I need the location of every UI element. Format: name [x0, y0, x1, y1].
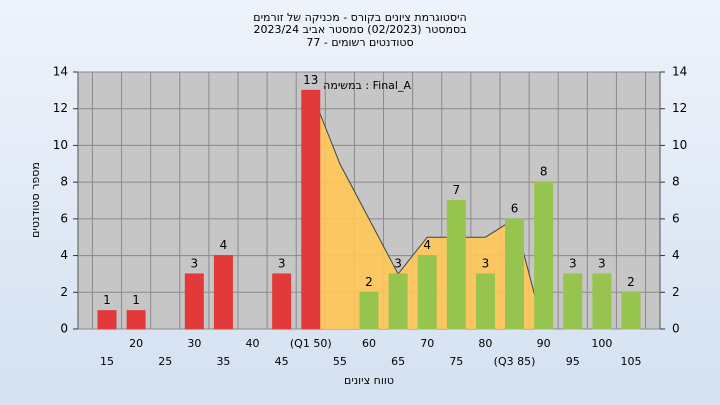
x-tick-label: 30: [187, 337, 201, 350]
y-tick-label: 12: [53, 101, 68, 115]
x-tick-label: 65: [391, 355, 405, 368]
bar: [592, 273, 612, 330]
bar: [184, 273, 204, 330]
x-tick-label: 60: [362, 337, 376, 350]
bar: [301, 89, 321, 330]
title-line: היסטוגרמת ציונים בקורס - מכניקה של זורמי…: [253, 11, 466, 24]
x-axis-label: טווח ציונים: [344, 374, 394, 387]
x-tick-label: 15: [100, 355, 114, 368]
y-tick-label: 4: [60, 248, 68, 262]
value-label: 8: [540, 165, 548, 179]
x-tick-label: 105: [620, 355, 641, 368]
value-label: 4: [423, 238, 431, 252]
bar: [126, 310, 146, 330]
y-tick-label: 2: [60, 285, 68, 299]
x-tick-label: 70: [420, 337, 434, 350]
value-label: 3: [278, 256, 286, 270]
x-tick-label: 100: [591, 337, 612, 350]
value-label: 3: [569, 256, 577, 270]
x-tick-label: 95: [566, 355, 580, 368]
bar: [272, 273, 292, 330]
bar: [534, 181, 554, 330]
x-tick-label: 90: [537, 337, 551, 350]
value-label: 3: [482, 256, 490, 270]
y-tick-label: 0: [60, 322, 68, 336]
y2-tick-label: 0: [672, 322, 680, 336]
bar: [446, 200, 466, 330]
value-label: 4: [220, 238, 228, 252]
y2-tick-label: 10: [672, 138, 687, 152]
bar: [505, 218, 525, 330]
value-label: 2: [365, 275, 373, 289]
y-tick-label: 6: [60, 211, 68, 225]
y2-tick-label: 8: [672, 175, 680, 189]
x-tick-label: 40: [246, 337, 260, 350]
x-tick-label: 55: [333, 355, 347, 368]
bar: [621, 291, 641, 330]
value-label: 3: [394, 256, 402, 270]
x-tick-label: 20: [129, 337, 143, 350]
x-tick-label: 80: [478, 337, 492, 350]
bar: [417, 255, 437, 330]
x-tick-label: (Q3 85): [494, 355, 536, 368]
value-label: 3: [598, 256, 606, 270]
bar: [563, 273, 583, 330]
area: [310, 90, 544, 329]
bar: [359, 291, 379, 330]
value-label: 1: [132, 293, 140, 307]
value-label: 3: [191, 256, 199, 270]
title-line: בסמסטר (02/2023) סמסטר אביב 2023/24: [253, 23, 466, 36]
y-tick-label: 10: [53, 138, 68, 152]
value-label: 2: [627, 275, 635, 289]
value-label: 1: [103, 293, 111, 307]
y2-tick-label: 12: [672, 101, 687, 115]
value-label: 7: [452, 183, 460, 197]
bar: [213, 255, 233, 330]
x-tick-label: 35: [216, 355, 230, 368]
x-tick-label: 45: [275, 355, 289, 368]
area-line: [310, 90, 545, 330]
bar: [97, 310, 117, 330]
value-label: 13: [303, 73, 318, 87]
bar: [475, 273, 495, 330]
y2-tick-label: 14: [672, 65, 687, 79]
x-tick-label: 75: [449, 355, 463, 368]
y-tick-label: 8: [60, 175, 68, 189]
y2-tick-label: 2: [672, 285, 680, 299]
y2-tick-label: 4: [672, 248, 680, 262]
y-tick-label: 14: [53, 65, 68, 79]
bar: [388, 273, 408, 330]
x-tick-label: (Q1 50): [290, 337, 332, 350]
value-label: 6: [511, 201, 519, 215]
title-line: סטודנטים רשומים - 77: [306, 36, 413, 49]
y2-tick-label: 6: [672, 211, 680, 225]
annotation: במשימה : Final_A: [323, 79, 411, 92]
x-tick-label: 25: [158, 355, 172, 368]
y-axis-label: מספר סטודנטים: [29, 162, 42, 238]
